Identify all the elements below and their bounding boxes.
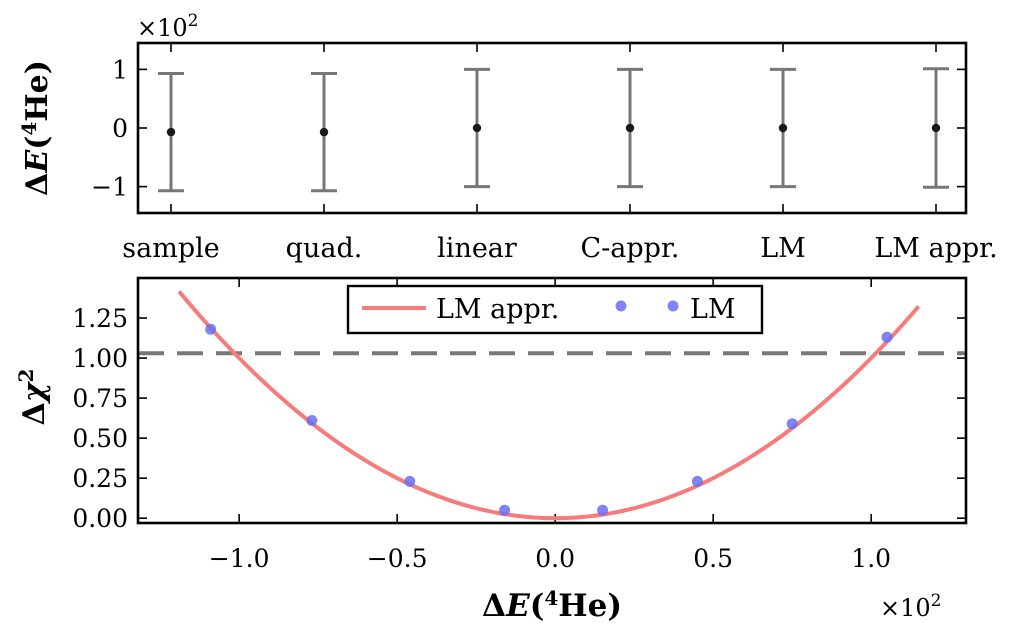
- lm-point: [691, 475, 703, 487]
- lm-point: [881, 331, 893, 343]
- category-label: LM: [760, 233, 806, 264]
- x-tick-label: 1.0: [851, 544, 891, 573]
- top-y-multiplier: ×102: [137, 11, 198, 42]
- legend: LM appr. LM: [346, 284, 764, 335]
- bottom-plot-frame: [136, 276, 968, 525]
- bottom-panel: 0.00 0.25 0.50 0.75 1.00 1.25 −1.0 −0.5 0.0 0.5 1…: [14, 276, 968, 624]
- lm-point: [306, 415, 318, 427]
- top-panel: ×102 −1 0 1 sample quad. linear C-appr. LM LM a…: [17, 11, 998, 264]
- x-tick-label: 0.5: [693, 544, 733, 573]
- errorbar-point: [625, 123, 635, 133]
- bottom-x-axis-label: ΔE(4He): [482, 586, 622, 624]
- lm-point: [499, 504, 511, 516]
- bottom-y-axis-ticks: 0.00 0.25 0.50 0.75 1.00 1.25: [72, 304, 966, 533]
- top-y-axis-label: ΔE(4He): [17, 60, 55, 196]
- legend-dot-swatch: [615, 300, 627, 312]
- bottom-x-multiplier: ×102: [880, 591, 941, 622]
- top-plot-frame: [136, 41, 968, 215]
- y-tick-label: −1: [91, 173, 128, 202]
- errorbar-point: [472, 123, 482, 133]
- bottom-x-axis-ticks: −1.0 −0.5 0.0 0.5 1.0: [209, 278, 891, 573]
- category-label: linear: [437, 233, 517, 264]
- top-y-axis-ticks: −1 0 1: [91, 55, 966, 202]
- y-tick-label: 0.75: [72, 384, 128, 413]
- series-lm-points: [205, 323, 893, 516]
- y-tick-label: 0: [112, 114, 128, 143]
- top-category-ticks: sample quad. linear C-appr. LM LM appr.: [122, 43, 998, 264]
- category-label: LM appr.: [874, 233, 997, 264]
- category-label: quad.: [286, 233, 363, 264]
- legend-label-lm: LM: [690, 294, 736, 325]
- errorbar-point: [319, 127, 329, 137]
- x-tick-label: 0.0: [535, 544, 575, 573]
- bottom-y-axis-label: Δχ2: [14, 369, 52, 426]
- y-tick-label: 0.00: [72, 504, 128, 533]
- errorbar-point: [778, 123, 788, 133]
- y-tick-label: 0.25: [72, 464, 128, 493]
- x-tick-label: −1.0: [209, 544, 270, 573]
- lm-point: [597, 504, 609, 516]
- errorbar-point: [166, 127, 176, 137]
- y-tick-label: 1.25: [72, 304, 128, 333]
- category-label: C-appr.: [581, 233, 680, 264]
- x-tick-label: −0.5: [367, 544, 428, 573]
- y-tick-label: 1.00: [72, 344, 128, 373]
- lm-point: [786, 418, 798, 430]
- errorbar-point: [931, 123, 941, 133]
- category-label: sample: [122, 233, 219, 264]
- errorbar-series: [158, 67, 949, 193]
- lm-point: [404, 475, 416, 487]
- legend-label-lm-appr: LM appr.: [436, 294, 559, 325]
- y-tick-label: 1: [112, 55, 128, 84]
- lm-point: [205, 323, 217, 335]
- legend-dot-swatch: [667, 300, 679, 312]
- y-tick-label: 0.50: [72, 424, 128, 453]
